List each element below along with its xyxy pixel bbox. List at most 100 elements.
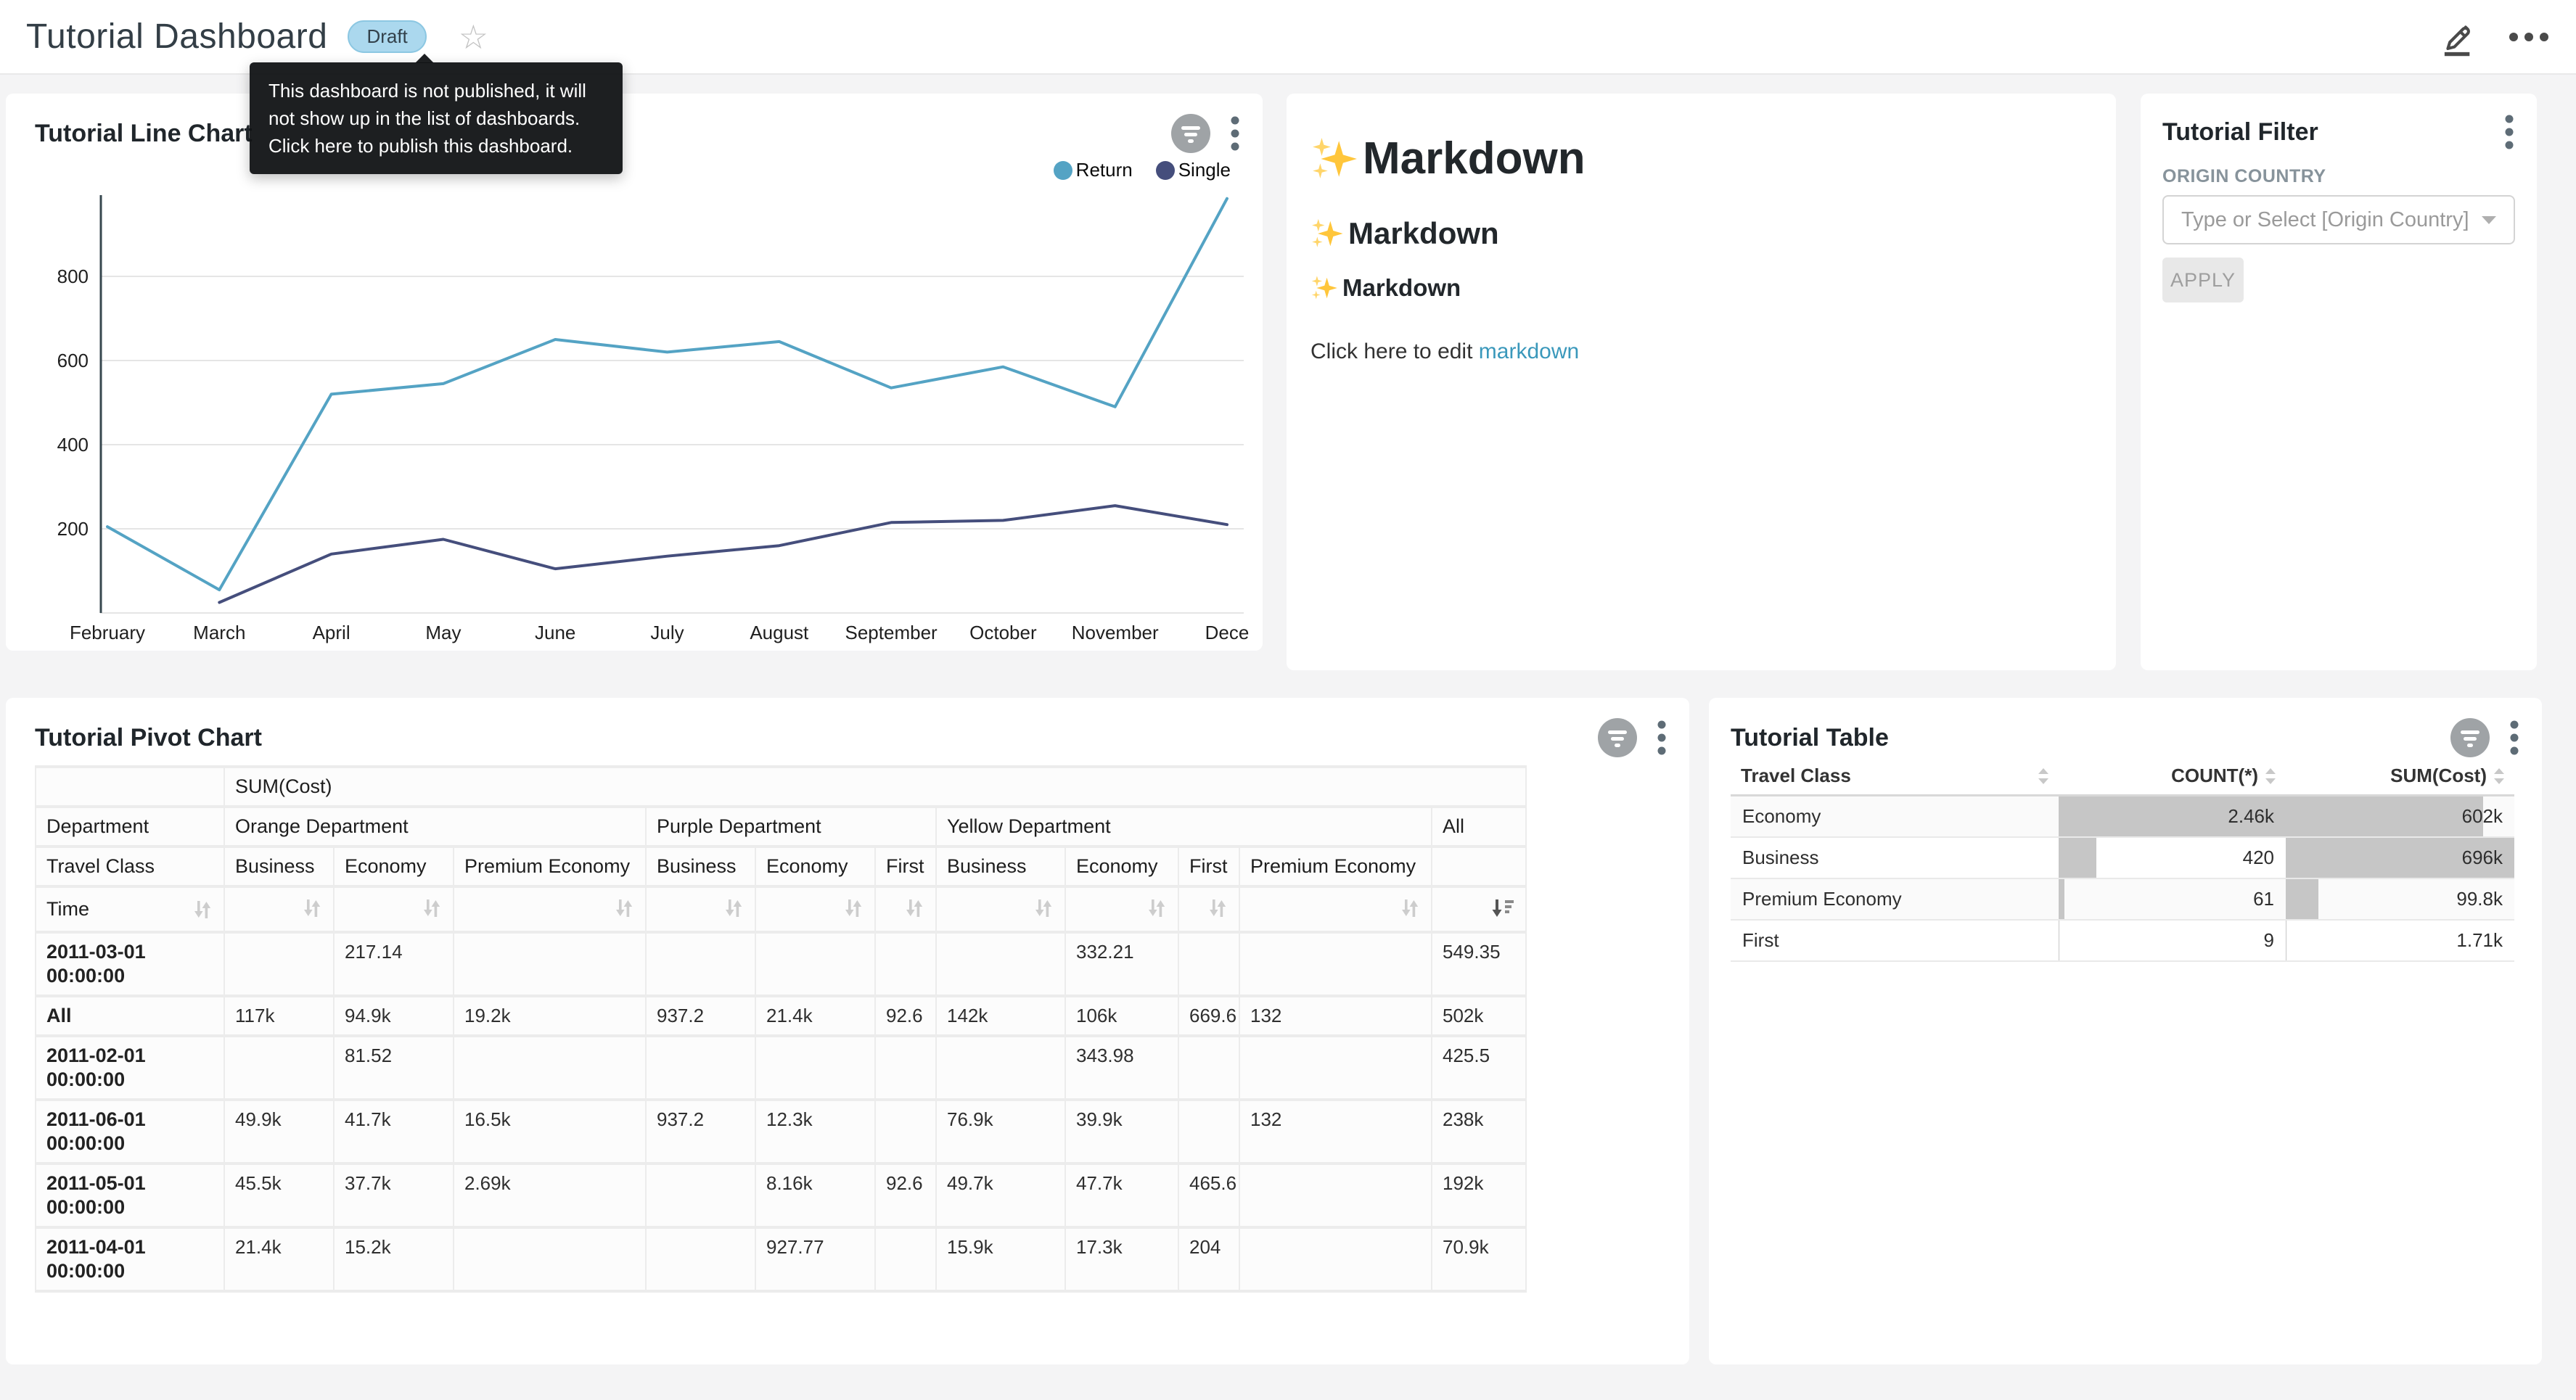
table-row[interactable]: Premium Economy 61 99.8k xyxy=(1731,878,2514,921)
y-tick-label: 200 xyxy=(57,518,89,540)
chart-kebab-menu-icon[interactable] xyxy=(1231,115,1239,152)
sort-icon[interactable] xyxy=(2494,767,2504,784)
pivot-row-header[interactable]: 2011-04-01 00:00:00 xyxy=(36,1229,223,1290)
sort-icon[interactable] xyxy=(2265,767,2276,784)
filter-kebab-menu-icon[interactable] xyxy=(2505,114,2514,150)
pivot-sort-cell[interactable] xyxy=(454,888,645,931)
markdown-body: Click here to edit markdown xyxy=(1310,339,1580,363)
pivot-sort-cell[interactable] xyxy=(1240,888,1431,931)
more-menu-icon[interactable] xyxy=(2508,32,2550,42)
pivot-class-header[interactable]: Economy xyxy=(1066,848,1178,885)
pivot-cell xyxy=(225,934,333,995)
applied-filters-icon[interactable] xyxy=(1598,718,1637,757)
favorite-star-icon[interactable]: ☆ xyxy=(458,17,489,56)
legend-item-return[interactable]: Return xyxy=(1053,159,1133,181)
col-header-travel-class[interactable]: Travel Class xyxy=(1731,757,2059,796)
sort-icon[interactable] xyxy=(1399,897,1421,919)
sort-icon[interactable] xyxy=(421,897,443,919)
applied-filters-icon[interactable] xyxy=(2450,718,2490,757)
pivot-sort-cell[interactable] xyxy=(647,888,755,931)
table-row[interactable]: Economy 2.46k 602k xyxy=(1731,795,2514,838)
chart-kebab-menu-icon[interactable] xyxy=(1657,720,1666,756)
tutorial-table: Travel Class COUNT(*) SUM(Cost) Economy 2.46… xyxy=(1731,757,2514,962)
edit-markdown-link[interactable]: markdown xyxy=(1478,339,1580,363)
table-panel-title: Tutorial Table xyxy=(1731,723,1889,752)
series-single xyxy=(218,504,1228,604)
pivot-group-header[interactable]: Purple Department xyxy=(647,808,935,845)
pivot-cell xyxy=(756,1037,874,1098)
pivot-cell xyxy=(876,1101,935,1162)
pivot-row-header[interactable]: All xyxy=(36,997,223,1034)
draft-badge[interactable]: Draft xyxy=(348,20,427,54)
pivot-class-header[interactable]: Business xyxy=(225,848,333,885)
sort-icon[interactable] xyxy=(192,899,213,921)
origin-country-label: ORIGIN COUNTRY xyxy=(2162,166,2326,186)
table-row[interactable]: First 9 1.71k xyxy=(1731,920,2514,962)
pivot-sort-cell[interactable] xyxy=(756,888,874,931)
pivot-row-header[interactable]: 2011-06-01 00:00:00 xyxy=(36,1101,223,1162)
pivot-group-header[interactable]: All xyxy=(1432,808,1526,845)
sum-cell: 99.8k xyxy=(2286,878,2514,921)
sort-icon[interactable] xyxy=(2038,767,2048,784)
pivot-cell: 39.9k xyxy=(1066,1101,1178,1162)
pivot-class-header[interactable]: First xyxy=(1179,848,1239,885)
chart-kebab-menu-icon[interactable] xyxy=(2510,720,2519,756)
sort-icon[interactable] xyxy=(723,897,745,919)
pivot-row-header[interactable]: 2011-02-01 00:00:00 xyxy=(36,1037,223,1098)
pivot-class-header[interactable]: Business xyxy=(647,848,755,885)
pivot-group-header[interactable]: Yellow Department xyxy=(937,808,1431,845)
pivot-sort-cell[interactable] xyxy=(225,888,333,931)
line-chart-panel: Tutorial Line Chart Return Single 200 400 6… xyxy=(6,94,1263,651)
pivot-class-header[interactable]: Economy xyxy=(335,848,453,885)
x-tick-label: September xyxy=(845,622,938,643)
sort-icon[interactable] xyxy=(613,897,635,919)
line-chart-title: Tutorial Line Chart xyxy=(35,119,253,147)
pivot-cell xyxy=(756,934,874,995)
line-chart[interactable]: 200 400 600 800 February March April May June Jul… xyxy=(6,94,1263,651)
sort-descending-icon[interactable] xyxy=(1490,897,1515,919)
sparkles-icon xyxy=(1310,217,1344,250)
table-row[interactable]: Business 420 696k xyxy=(1731,837,2514,879)
pivot-cell: 937.2 xyxy=(647,997,755,1034)
pivot-class-header[interactable] xyxy=(1432,848,1526,885)
pivot-row-header[interactable]: 2011-03-01 00:00:00 xyxy=(36,934,223,995)
count-cell: 2.46k xyxy=(2059,795,2286,838)
pivot-group-header[interactable]: Orange Department xyxy=(225,808,645,845)
sort-icon[interactable] xyxy=(1207,897,1228,919)
sort-icon[interactable] xyxy=(301,897,323,919)
sort-icon[interactable] xyxy=(1033,897,1054,919)
edit-dashboard-icon[interactable] xyxy=(2437,16,2479,58)
select-placeholder: Type or Select [Origin Country] xyxy=(2181,207,2469,231)
count-bar xyxy=(2059,796,2286,836)
sort-icon[interactable] xyxy=(1146,897,1168,919)
apply-button[interactable]: APPLY xyxy=(2162,258,2244,302)
pivot-row-dim[interactable]: Time xyxy=(36,888,223,931)
legend-item-single[interactable]: Single xyxy=(1155,159,1231,181)
filter-panel: Tutorial Filter ORIGIN COUNTRY Type or S… xyxy=(2141,94,2537,670)
pivot-row: 2011-03-01 00:00:00 217.14 332.21 549.35 xyxy=(36,934,1526,995)
pivot-class-header[interactable]: Economy xyxy=(756,848,874,885)
pivot-sort-cell[interactable] xyxy=(1432,888,1526,931)
table-header-row: Travel Class COUNT(*) SUM(Cost) xyxy=(1731,757,2514,796)
pivot-cell xyxy=(1240,1165,1431,1226)
pivot-class-header[interactable]: First xyxy=(876,848,935,885)
origin-country-select[interactable]: Type or Select [Origin Country] xyxy=(2162,195,2515,244)
pivot-cell: 12.3k xyxy=(756,1101,874,1162)
pivot-class-header[interactable]: Business xyxy=(937,848,1065,885)
pivot-sort-cell[interactable] xyxy=(937,888,1065,931)
sort-icon[interactable] xyxy=(842,897,864,919)
sort-icon[interactable] xyxy=(903,897,925,919)
pivot-sort-cell[interactable] xyxy=(1179,888,1239,931)
col-header-sum[interactable]: SUM(Cost) xyxy=(2286,757,2514,796)
pivot-cell: 2.69k xyxy=(454,1165,645,1226)
pivot-cell: 8.16k xyxy=(756,1165,874,1226)
applied-filters-icon[interactable] xyxy=(1171,114,1210,153)
pivot-row-header[interactable]: 2011-05-01 00:00:00 xyxy=(36,1165,223,1226)
pivot-sort-cell[interactable] xyxy=(1066,888,1178,931)
count-cell: 61 xyxy=(2059,878,2286,921)
pivot-class-header[interactable]: Premium Economy xyxy=(1240,848,1431,885)
col-header-count[interactable]: COUNT(*) xyxy=(2059,757,2286,796)
pivot-sort-cell[interactable] xyxy=(876,888,935,931)
pivot-sort-cell[interactable] xyxy=(335,888,453,931)
pivot-class-header[interactable]: Premium Economy xyxy=(454,848,645,885)
